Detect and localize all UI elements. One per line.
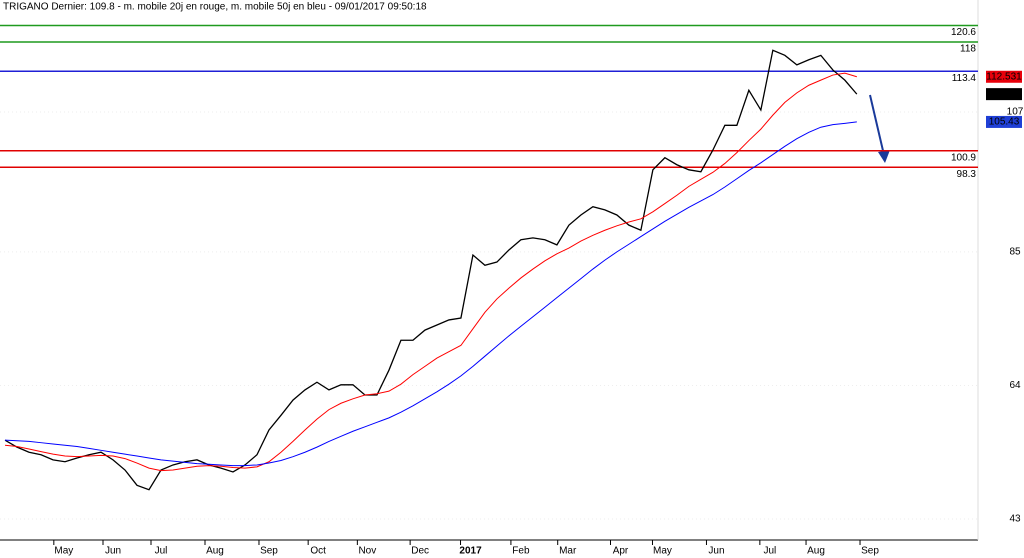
x-tick-label: Sep <box>260 546 278 557</box>
value-badge-label: 112.531 <box>986 71 1022 82</box>
x-tick-label: Nov <box>358 546 376 557</box>
x-tick-label: Aug <box>206 546 224 557</box>
level-label: 98.3 <box>957 169 977 180</box>
x-tick-label: Feb <box>512 546 530 557</box>
level-label: 118 <box>960 44 976 55</box>
level-label: 120.6 <box>951 27 976 38</box>
x-tick-label: Oct <box>310 546 326 557</box>
x-tick-label: Aug <box>807 546 825 557</box>
arrow-head <box>878 150 890 163</box>
x-tick-label: May <box>54 546 73 557</box>
x-tick-label: May <box>653 546 672 557</box>
x-tick-label: Apr <box>613 546 629 557</box>
x-tick-label: Jul <box>155 546 168 557</box>
value-badge <box>986 115 1022 128</box>
series-line <box>4 49 858 491</box>
value-badge-label: 109.8 <box>991 89 1016 100</box>
y-tick-label: 43 <box>1009 514 1021 525</box>
y-tick-label: 85 <box>1009 247 1021 258</box>
chart-title: TRIGANO Dernier: 109.8 - m. mobile 20j e… <box>3 2 427 13</box>
level-label: 100.9 <box>951 152 976 163</box>
level-label: 113.4 <box>952 73 977 84</box>
value-badge <box>986 88 1022 101</box>
value-badge <box>986 70 1022 83</box>
series-line <box>4 72 857 472</box>
value-badge-label: 105.43 <box>989 117 1020 128</box>
x-tick-label: Mar <box>559 546 577 557</box>
x-tick-label: Jul <box>763 546 776 557</box>
y-tick-label: 107 <box>1007 107 1024 118</box>
arrow <box>869 94 885 156</box>
x-tick-label: Dec <box>411 546 429 557</box>
x-tick-label: Jun <box>708 546 724 557</box>
x-tick-label: 2017 <box>459 546 482 557</box>
x-tick-label: Sep <box>861 546 879 557</box>
y-tick-label: 64 <box>1009 380 1021 391</box>
x-tick-label: Jun <box>105 546 121 557</box>
series-line <box>5 121 857 467</box>
